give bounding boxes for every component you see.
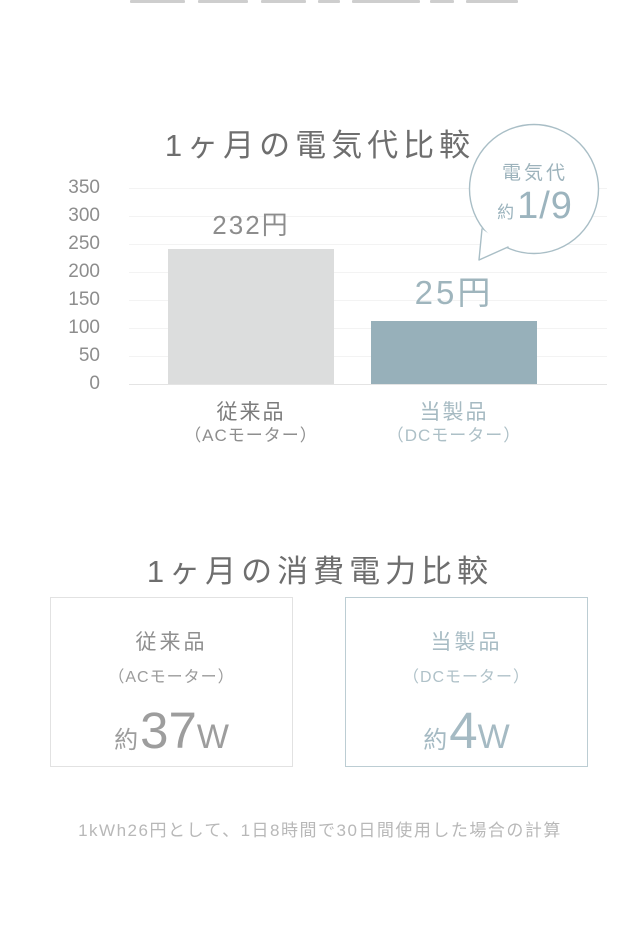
category-sub-name: （ACモーター） [184,426,318,445]
speech-bubble-icon [468,123,600,261]
category-name: 当製品 [419,401,489,424]
y-tick: 250 [68,233,100,254]
card-sub-name: （ACモーター） [108,669,235,686]
y-tick: 0 [89,373,100,394]
bar-value-label: 232円 [212,210,290,240]
power-section-title: 1ヶ月の消費電力比較 [146,553,494,589]
card-sub-name: （DCモーター） [402,669,531,686]
cost-section-title: 1ヶ月の電気代比較 [164,127,476,163]
card-name: 当製品 [430,631,503,654]
bar-this-product [371,321,537,384]
y-tick: 200 [68,261,100,282]
watt-number: 4 [449,702,478,759]
watt-unit: W [477,718,510,756]
bar-conventional-product [168,249,334,384]
x-axis-label-conventional: 従来品 （ACモーター） [168,400,334,447]
y-tick: 100 [68,317,100,338]
x-axis-label-this-product: 当製品 （DCモーター） [371,400,537,447]
y-tick: 50 [78,345,100,366]
clipped-text-fragment [318,0,340,3]
card-wattage: 約 37 W [51,701,292,760]
chart-baseline [129,384,607,385]
approx-prefix: 約 [423,727,448,754]
clipped-text-fragment [430,0,454,3]
power-card-this-product: 当製品 （DCモーター） 約 4 W [345,597,588,767]
clipped-text-fragment [130,0,185,3]
clipped-text-fragment [466,0,518,3]
bar-value-label: 25円 [414,274,494,311]
badge-label: 電気代 [501,163,568,184]
clipped-text-fragment [352,0,420,3]
y-tick: 150 [68,289,100,310]
watt-unit: W [196,718,229,756]
watt-number: 37 [140,702,197,759]
badge-value: 約 1/9 [462,185,608,233]
category-sub-name: （DCモーター） [386,426,522,445]
clipped-text-fragment [261,0,306,3]
category-name: 従来品 [216,401,286,424]
calculation-footnote: 1kWh26円として、1日8時間で30日間使用した場合の計算 [78,821,562,840]
power-card-conventional: 従来品 （ACモーター） 約 37 W [50,597,293,767]
clipped-text-fragment [198,0,248,3]
y-tick: 350 [68,177,100,198]
fraction-value: 1/9 [517,185,573,227]
card-name: 従来品 [135,631,208,654]
approx-prefix: 約 [114,727,139,754]
y-axis-tick-labels: 350 300 250 200 150 100 50 0 [0,174,100,398]
ratio-badge: 電気代 約 1/9 [462,119,608,269]
approx-prefix: 約 [497,203,515,222]
card-wattage: 約 4 W [346,701,587,760]
y-tick: 300 [68,205,100,226]
